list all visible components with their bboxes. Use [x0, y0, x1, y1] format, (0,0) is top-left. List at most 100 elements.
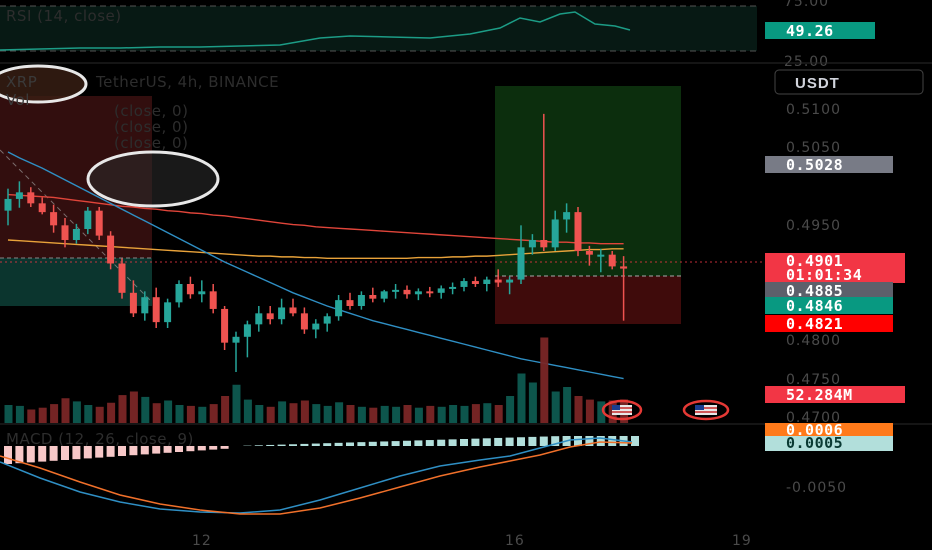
macd-histogram-bar	[425, 440, 434, 446]
candle-body	[38, 203, 46, 213]
candle-body	[597, 254, 605, 257]
volume-bar	[266, 406, 275, 423]
candle-body	[27, 192, 35, 204]
volume-bar	[346, 405, 355, 423]
candle-body	[107, 235, 115, 264]
candle-body	[585, 251, 593, 255]
volume-bars	[4, 337, 629, 423]
macd-histogram-bar	[49, 446, 58, 461]
macd-histogram	[4, 436, 639, 464]
macd-histogram-bar	[631, 436, 639, 446]
macd-histogram-bar	[482, 438, 491, 446]
price-axis[interactable]: 0.5100 0.5050 0.4950 0.4800 0.4750 0.470…	[786, 102, 841, 426]
left-target-zone	[0, 258, 152, 306]
macd-histogram-bar	[437, 439, 446, 446]
volume-bar	[392, 406, 401, 423]
macd-histogram-bar	[118, 446, 126, 456]
macd-pane: MACD (12, 26, close, 9) 0.0006 0.0005 -0…	[0, 421, 893, 515]
macd-histogram-bar	[106, 446, 115, 457]
volume-bar	[357, 406, 366, 423]
volume-label: Vol	[6, 91, 30, 109]
rsi-value: 49.26	[786, 22, 834, 40]
candle-body	[426, 291, 434, 294]
candle-body	[255, 313, 263, 325]
price-tag: 0.4821	[786, 315, 843, 333]
macd-histogram-bar	[95, 446, 104, 458]
signal-value-tag	[765, 436, 893, 451]
macd-histogram-bar	[61, 446, 69, 460]
candle-body	[551, 219, 559, 248]
candle-body	[357, 295, 365, 306]
candle-body	[266, 313, 274, 320]
macd-histogram-bar	[551, 436, 560, 446]
macd-histogram-bar	[163, 446, 172, 453]
volume-bar	[323, 405, 332, 423]
macd-histogram-bar	[175, 446, 183, 452]
macd-histogram-bar	[277, 444, 286, 446]
macd-histogram-bar	[539, 436, 548, 446]
macd-histogram-bar	[209, 446, 218, 450]
price-tick: 0.4800	[786, 333, 841, 349]
candle-body	[323, 316, 331, 324]
macd-histogram-bar	[414, 440, 423, 446]
indicator-line-1: (close, 0)	[114, 102, 188, 120]
volume-bar	[449, 405, 458, 423]
candle-body	[620, 266, 628, 269]
candle-body	[403, 289, 411, 295]
time-tick: 12	[192, 533, 212, 549]
volume-bar	[597, 401, 606, 423]
symbol-label[interactable]: XRP	[6, 73, 37, 91]
candle-body	[95, 210, 103, 236]
candle-body	[346, 300, 354, 306]
symbol-highlight-circle	[0, 64, 88, 104]
indicator-line-2: (close, 0)	[114, 118, 188, 136]
price-tag-bg	[765, 253, 905, 283]
volume-bar	[551, 391, 560, 423]
time-axis[interactable]: 12 16 19	[192, 533, 752, 549]
currency-button[interactable]: USDT	[774, 69, 924, 95]
macd-histogram-bar	[38, 446, 47, 462]
macd-histogram-bar	[323, 443, 332, 446]
volume-bar	[517, 373, 526, 423]
candle-body	[574, 212, 582, 251]
volume-bar	[84, 405, 93, 423]
us-flag-event-icon[interactable]	[601, 399, 643, 421]
candle-body	[164, 302, 172, 323]
macd-histogram-bar	[220, 446, 229, 449]
candle-body	[72, 229, 80, 240]
price-tick: 0.4700	[786, 410, 841, 426]
price-tag-bg	[765, 282, 893, 299]
macd-histogram-bar	[152, 446, 161, 454]
macd-histogram-bar	[140, 446, 149, 455]
price-tag-bg	[765, 297, 893, 314]
long-profit-zone	[495, 86, 681, 276]
macd-label: MACD (12, 26, close, 9)	[6, 430, 194, 448]
us-flag-event-icon-2[interactable]	[682, 399, 730, 421]
candle-body	[437, 288, 445, 293]
candlesticks	[4, 113, 628, 372]
candle-body	[186, 284, 194, 295]
macd-histogram-bar	[574, 436, 582, 446]
indicator-line-3: (close, 0)	[114, 134, 188, 152]
volume-bar	[494, 405, 503, 423]
candle-body	[494, 279, 502, 283]
rsi-band	[0, 6, 757, 51]
candle-body	[608, 254, 616, 267]
candle-body	[300, 313, 308, 330]
volume-bar	[540, 337, 549, 423]
macd-histogram-bar	[608, 436, 617, 446]
macd-histogram-bar	[448, 439, 457, 446]
candle-body	[152, 297, 160, 323]
volume-bar	[50, 404, 59, 423]
time-tick: 19	[732, 533, 752, 549]
macd-histogram-bar	[334, 442, 343, 446]
volume-bar	[506, 396, 515, 423]
rsi-tick-25: 25.00	[784, 54, 829, 70]
volume-bar	[243, 399, 252, 423]
rsi-label: RSI (14, close)	[6, 7, 122, 25]
volume-bar	[61, 398, 70, 423]
candle-body	[471, 281, 479, 284]
price-tag: 0.4885	[786, 282, 843, 300]
highlight-circle	[86, 150, 220, 208]
